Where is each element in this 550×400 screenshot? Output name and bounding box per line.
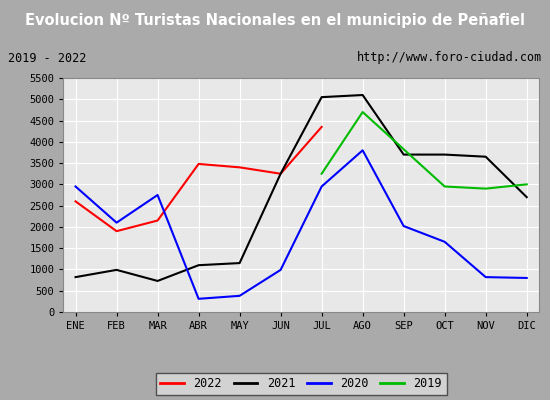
Text: http://www.foro-ciudad.com: http://www.foro-ciudad.com [356,52,542,64]
Legend: 2022, 2021, 2020, 2019: 2022, 2021, 2020, 2019 [156,372,447,395]
Text: 2019 - 2022: 2019 - 2022 [8,52,87,64]
Text: Evolucion Nº Turistas Nacionales en el municipio de Peñafiel: Evolucion Nº Turistas Nacionales en el m… [25,14,525,28]
